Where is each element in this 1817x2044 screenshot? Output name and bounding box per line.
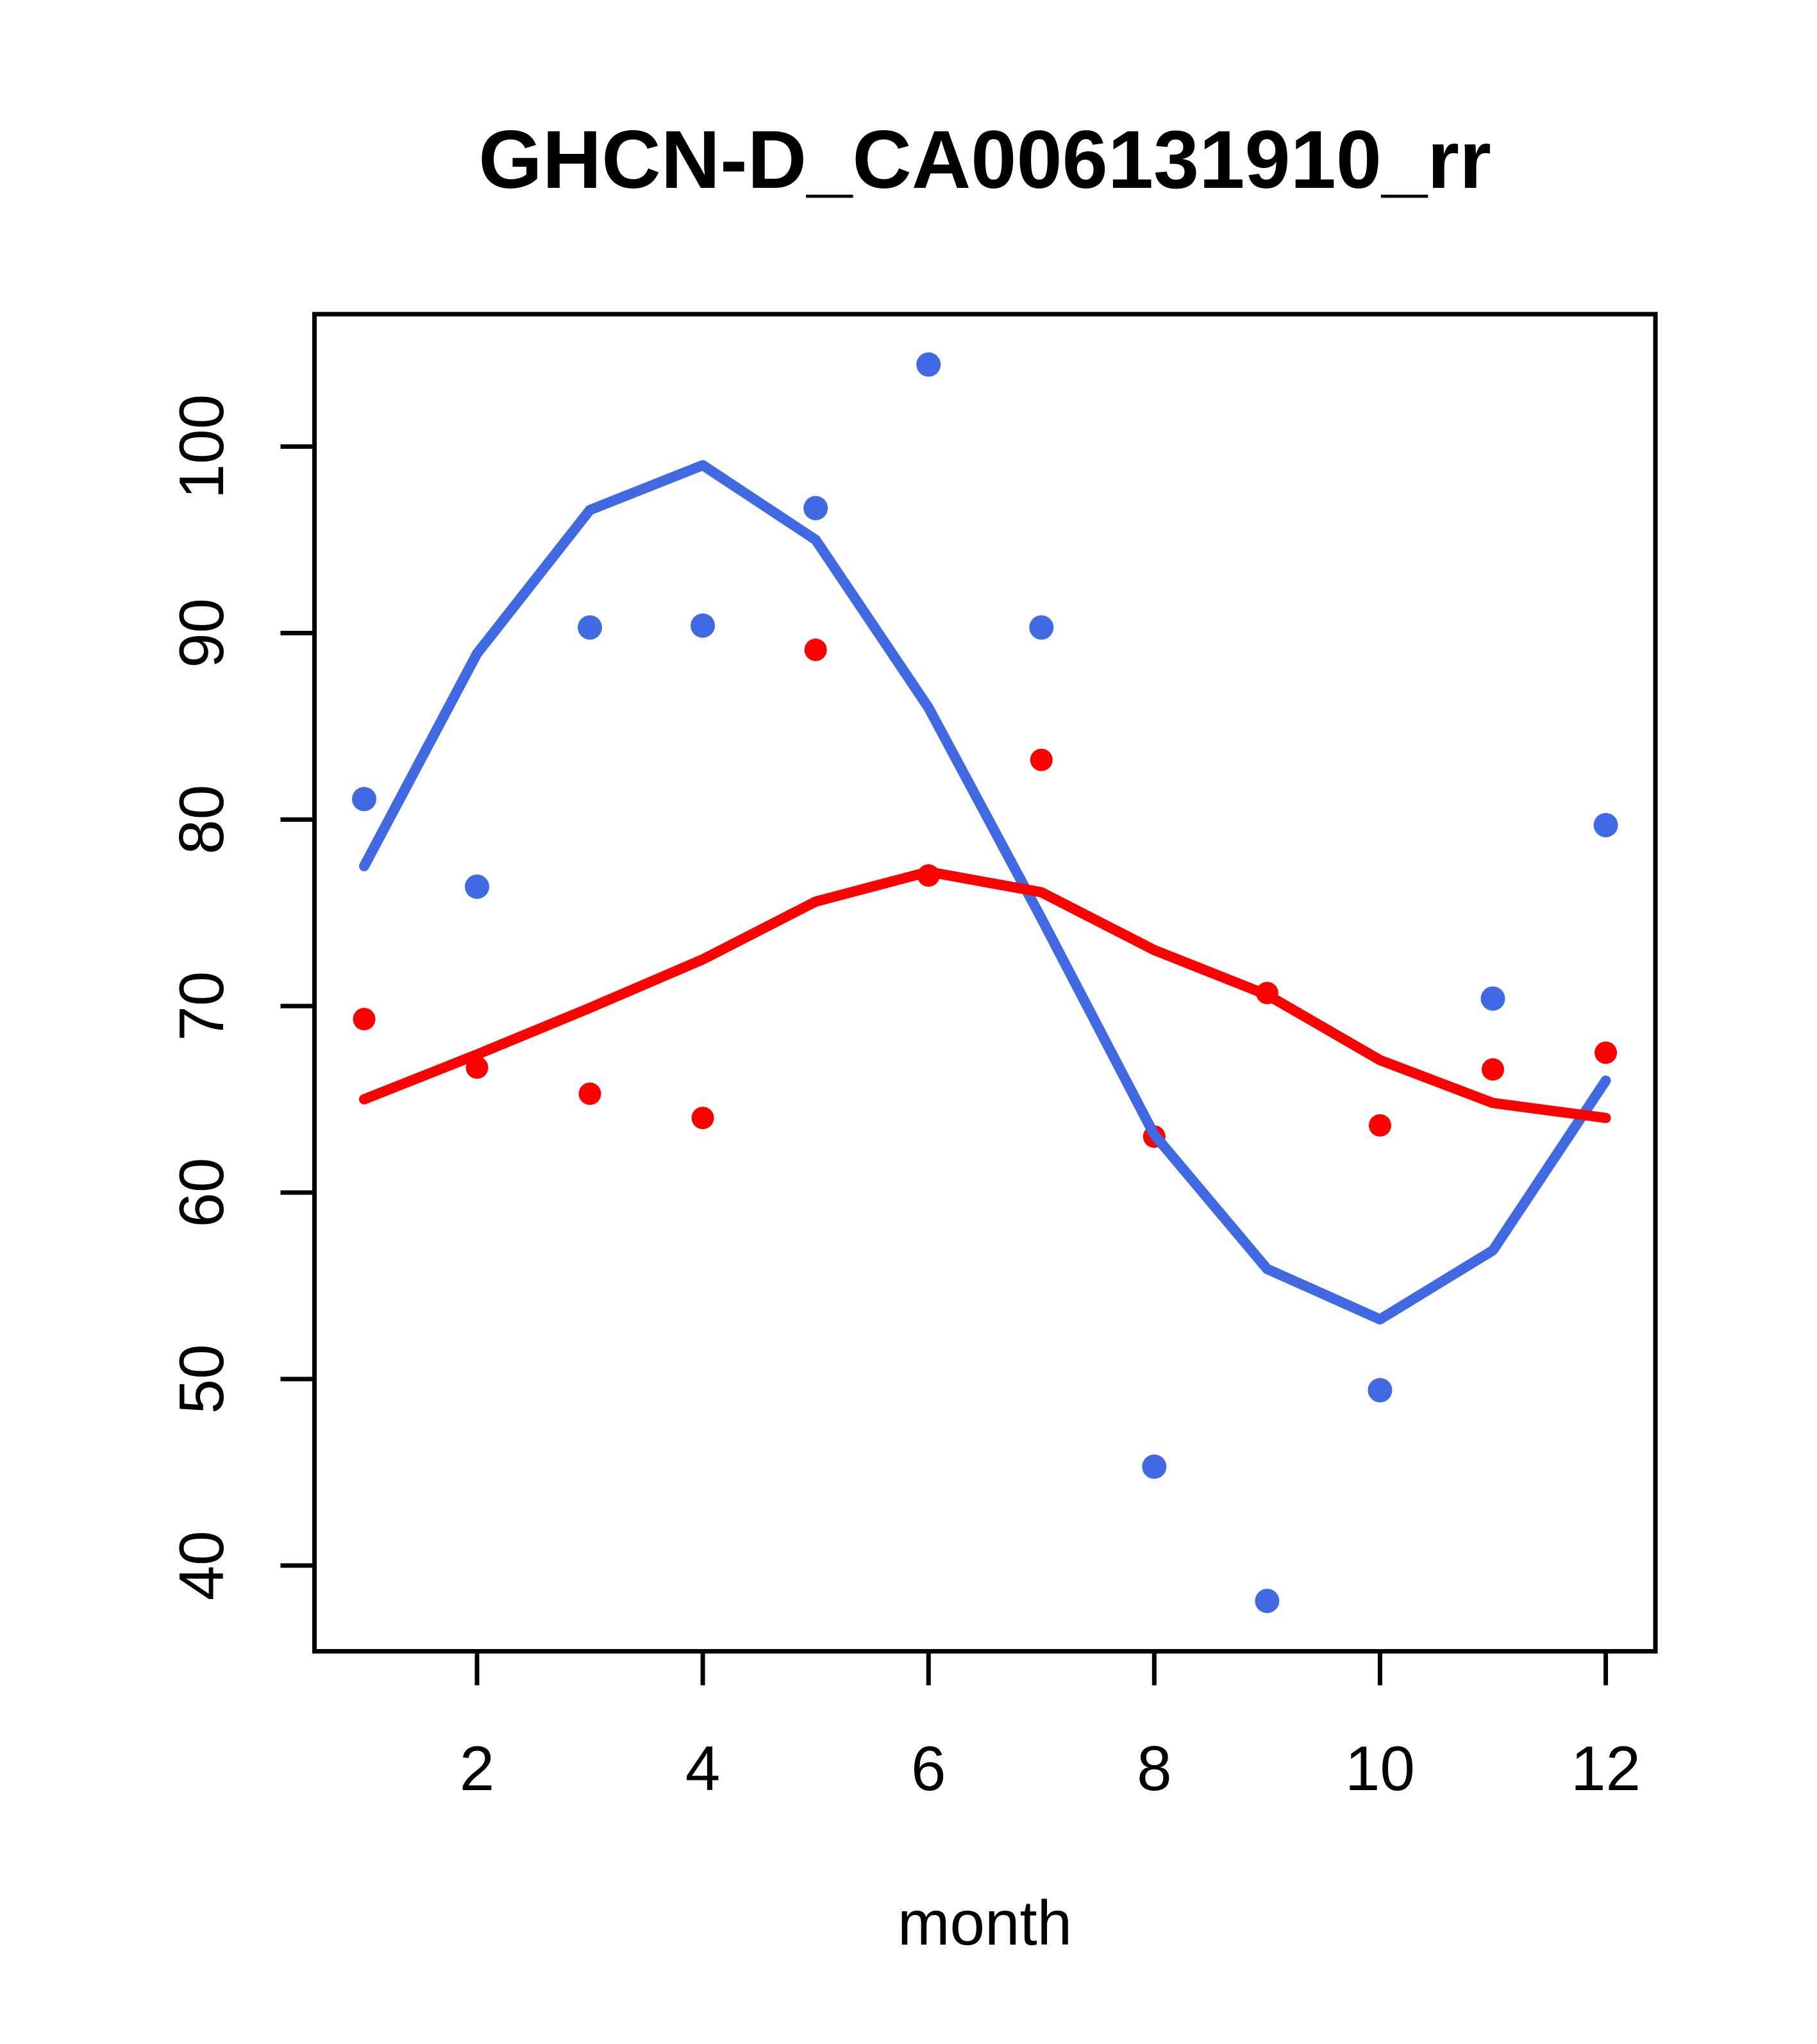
blue-monthly-points-marker [803, 496, 828, 521]
red-fit-line [358, 866, 1611, 1123]
blue-monthly-points-marker [1029, 615, 1054, 640]
blue-fit-line [358, 460, 1611, 1325]
blue-monthly-points-marker [465, 874, 490, 899]
red-monthly-points-marker [353, 1007, 376, 1030]
blue-monthly-points-marker [1593, 812, 1618, 837]
x-tick-label: 10 [1345, 1733, 1415, 1804]
y-tick-label: 90 [166, 598, 237, 668]
red-monthly-points-marker [1595, 1041, 1618, 1064]
red-monthly-points-marker [1481, 1058, 1504, 1081]
x-tick-label: 8 [1137, 1733, 1172, 1804]
x-axis-ticks: 2 4 6 8 10 12 [460, 1651, 1641, 1804]
blue-monthly-points-marker [1368, 1378, 1393, 1403]
y-tick-label: 100 [166, 394, 237, 499]
y-tick-label: 70 [166, 971, 237, 1041]
y-tick-label: 60 [166, 1157, 237, 1227]
chart-title: GHCN-D_CA006131910_rr [478, 114, 1491, 206]
x-axis-title: month [898, 1888, 1072, 1958]
x-tick-label: 4 [685, 1733, 721, 1804]
x-tick-label: 2 [460, 1733, 495, 1804]
y-axis-ticks: 40 50 60 70 80 90 100 [166, 394, 315, 1600]
blue-monthly-points-marker [1255, 1588, 1280, 1613]
blue-monthly-points-marker [1142, 1454, 1167, 1479]
blue-monthly-points-marker [691, 613, 716, 638]
red-monthly-points-marker [1030, 748, 1053, 771]
plot-box [312, 312, 1658, 1654]
blue-monthly-points-marker [916, 352, 941, 377]
plot-series [351, 352, 1618, 1613]
blue-monthly-points-marker [578, 615, 603, 640]
x-tick-label: 12 [1571, 1733, 1641, 1804]
x-tick-label: 6 [911, 1733, 946, 1804]
red-monthly-points-marker [1368, 1114, 1391, 1137]
blue-monthly-points-marker [351, 787, 376, 812]
y-tick-label: 80 [166, 785, 237, 855]
blue-monthly-points-marker [1480, 986, 1505, 1011]
red-monthly-points-marker [578, 1082, 601, 1105]
y-tick-label: 40 [166, 1530, 237, 1600]
y-tick-label: 50 [166, 1344, 237, 1414]
red-monthly-points-marker [804, 639, 827, 662]
red-monthly-points-marker [691, 1107, 714, 1130]
